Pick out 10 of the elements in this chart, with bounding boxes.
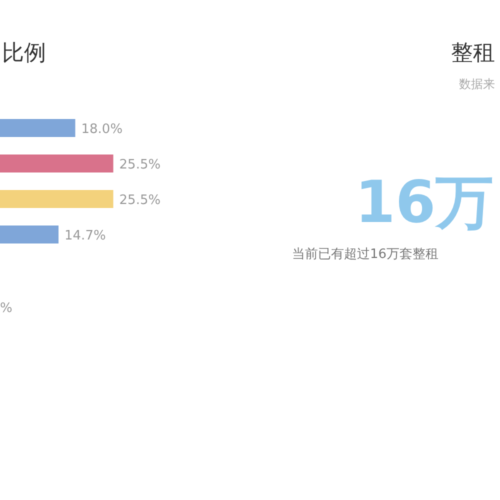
chart-title: 比例: [2, 41, 46, 66]
text: 当前已有超过16万套整租: [292, 247, 439, 262]
data-label: 25.5%: [119, 193, 161, 208]
text: 数据来: [459, 77, 495, 91]
text: %: [0, 301, 12, 316]
text: 16万: [355, 168, 494, 236]
data-label: 18.0%: [81, 122, 123, 137]
text: 整租: [451, 41, 495, 66]
data-label: 14.7%: [64, 228, 106, 244]
data-label: 25.5%: [119, 158, 161, 172]
